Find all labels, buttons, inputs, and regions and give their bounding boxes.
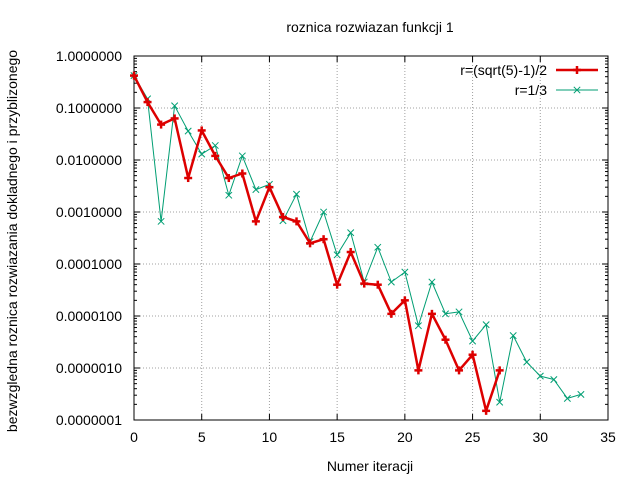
data-point — [509, 332, 517, 340]
data-point — [469, 337, 477, 345]
data-point — [184, 127, 192, 135]
legend: r=(sqrt(5)-1)/2 r=1/3 — [460, 62, 598, 98]
data-point — [130, 71, 138, 80]
data-point — [197, 126, 206, 135]
data-point — [400, 296, 409, 305]
data-point — [265, 183, 274, 192]
y-tick-label: 0.0001000 — [56, 256, 122, 272]
y-axis: 0.0000001 0.0000010 0.0000100 0.0001000 0.00… — [56, 48, 608, 428]
data-point — [577, 390, 585, 399]
data-point — [252, 186, 260, 194]
y-tick-label: 0.0000100 — [56, 308, 122, 324]
x-tick-label: 20 — [397, 429, 413, 445]
data-point — [441, 310, 450, 318]
data-point — [414, 322, 422, 330]
data-point — [238, 152, 246, 160]
x-tick-label: 35 — [600, 429, 616, 445]
data-point — [292, 217, 301, 226]
data-point — [374, 243, 382, 251]
y-tick-label: 0.0000001 — [56, 412, 122, 428]
data-point — [278, 213, 287, 222]
data-point — [320, 208, 328, 216]
data-point — [143, 98, 152, 107]
data-point — [373, 280, 382, 289]
data-point — [225, 191, 233, 199]
grid — [134, 56, 608, 420]
legend-label: r=1/3 — [515, 82, 548, 98]
data-point — [468, 350, 477, 359]
series-line — [132, 75, 501, 413]
x-tick-label: 0 — [130, 429, 138, 445]
data-point — [536, 372, 544, 380]
y-tick-label: 0.1000000 — [56, 100, 122, 116]
data-point — [387, 309, 396, 318]
legend-label: r=(sqrt(5)-1)/2 — [460, 62, 547, 78]
x-tick-label: 5 — [198, 429, 206, 445]
data-point — [496, 398, 504, 406]
data-point — [184, 174, 193, 183]
y-axis-label: bezwzgledna roznica rozwiazania dokladne… — [4, 50, 20, 432]
data-point — [346, 248, 355, 257]
data-point — [238, 169, 247, 178]
data-point — [550, 375, 558, 384]
data-point — [427, 309, 436, 318]
x-axis-label: Numer iteracji — [327, 458, 413, 474]
data-point — [482, 406, 491, 415]
y-tick-label: 1.0000000 — [56, 48, 122, 64]
data-point — [428, 278, 436, 286]
plot-frame — [133, 55, 609, 421]
data-point — [401, 268, 409, 276]
data-point — [157, 120, 166, 129]
series-line — [133, 75, 582, 403]
data-point — [333, 280, 342, 289]
y-tick-label: 0.0000010 — [56, 360, 122, 376]
data-point — [319, 235, 328, 244]
series-golden-ratio — [130, 71, 504, 415]
data-point — [414, 366, 423, 375]
data-point — [306, 239, 315, 248]
data-point — [523, 358, 531, 366]
series-one-third — [130, 72, 585, 406]
data-point — [251, 217, 260, 226]
x-tick-label: 30 — [532, 429, 548, 445]
data-point — [441, 335, 450, 344]
data-point — [333, 251, 341, 259]
data-point — [495, 366, 504, 375]
data-point — [347, 229, 355, 237]
data-point — [455, 366, 464, 375]
data-point — [292, 190, 301, 198]
data-point — [211, 141, 219, 150]
data-point — [157, 217, 165, 225]
x-tick-label: 10 — [262, 429, 278, 445]
x-axis: 0 5 10 15 20 25 30 35 — [130, 56, 616, 445]
legend-marker — [573, 66, 581, 74]
data-point — [171, 102, 179, 110]
data-point — [482, 321, 490, 329]
data-point — [198, 150, 206, 158]
data-point — [360, 279, 369, 288]
x-tick-label: 15 — [329, 429, 345, 445]
data-point — [170, 114, 179, 123]
legend-marker — [573, 86, 581, 94]
series-layer — [130, 71, 585, 415]
data-point — [387, 278, 395, 286]
y-tick-label: 0.0100000 — [56, 152, 122, 168]
y-tick-label: 0.0010000 — [56, 204, 122, 220]
data-point — [563, 394, 571, 402]
x-tick-label: 25 — [465, 429, 481, 445]
data-point — [455, 308, 463, 316]
data-point — [224, 174, 233, 183]
data-point — [211, 151, 220, 160]
chart-title: roznica rozwiazan funkcji 1 — [286, 19, 454, 35]
